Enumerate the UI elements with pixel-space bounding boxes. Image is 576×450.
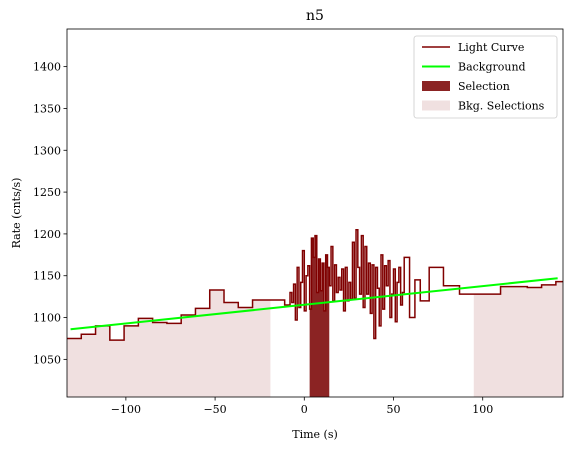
x-tick-label: 50 <box>387 403 401 416</box>
plot-content <box>67 228 563 397</box>
x-axis-label: Time (s) <box>292 428 338 441</box>
background-fit-line <box>70 277 558 331</box>
axes: −100 −50 0 50 100 1050 1100 1150 1200 1250 1300 135… <box>33 28 564 416</box>
chart-title: n5 <box>306 8 324 24</box>
y-tick-label: 1200 <box>33 228 61 241</box>
legend-swatch-3 <box>422 100 450 111</box>
light-curve-line <box>67 228 563 341</box>
y-tick-label: 1150 <box>33 270 61 283</box>
y-tick-label: 1300 <box>33 144 61 157</box>
y-axis-label: Rate (cnts/s) <box>10 178 23 249</box>
legend-label-0: Light Curve <box>458 41 524 54</box>
plot-area <box>67 228 563 397</box>
bkg-selection-region-1 <box>473 281 563 397</box>
x-tick-label: 0 <box>301 403 308 416</box>
bkg-selection-region-0 <box>67 289 271 397</box>
legend-label-1: Background <box>458 61 526 74</box>
y-tick-label: 1400 <box>33 61 61 74</box>
x-tick-label: −50 <box>203 403 226 416</box>
y-tick-label: 1100 <box>33 312 61 325</box>
y-tick-label: 1350 <box>33 102 61 115</box>
x-tick-label: 100 <box>472 403 493 416</box>
y-tick-label: 1050 <box>33 353 61 366</box>
selection-region <box>309 235 330 397</box>
plot-frame <box>66 28 564 398</box>
legend-swatch-2 <box>422 81 450 91</box>
x-tick-label: −100 <box>111 403 141 416</box>
legend: Light Curve Background Selection Bkg. Selec… <box>413 35 558 119</box>
legend-label-2: Selection <box>458 80 510 93</box>
legend-label-3: Bkg. Selections <box>458 100 545 113</box>
y-tick-label: 1250 <box>33 186 61 199</box>
legend-box <box>413 35 558 119</box>
